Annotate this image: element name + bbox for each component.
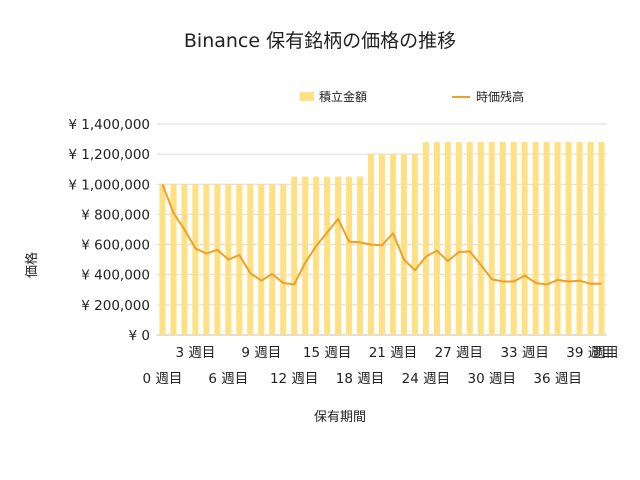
bar xyxy=(258,184,265,335)
bar xyxy=(433,142,440,335)
bar xyxy=(357,176,364,335)
y-tick-label: ¥ 200,000 xyxy=(81,298,150,314)
bar xyxy=(313,176,320,335)
bar xyxy=(576,142,583,335)
bar xyxy=(192,184,199,335)
bar xyxy=(499,142,506,335)
y-tick-label: ¥ 1,000,000 xyxy=(68,177,150,193)
bar xyxy=(346,176,353,335)
bar xyxy=(400,154,407,335)
bar xyxy=(170,184,177,335)
bar xyxy=(510,142,517,335)
bar xyxy=(159,184,166,335)
x-tick-label: 9 週目 xyxy=(241,345,281,361)
y-tick-label: ¥ 0 xyxy=(129,328,150,344)
bar xyxy=(422,142,429,335)
bar xyxy=(598,142,605,335)
bar xyxy=(455,142,462,335)
bar xyxy=(565,142,572,335)
x-axis-title: 保有期間 xyxy=(314,410,366,425)
legend-label-bar: 積立金額 xyxy=(319,89,367,104)
bar xyxy=(247,184,254,335)
legend-label-line: 時価残高 xyxy=(476,89,524,104)
y-axis-title: 価格 xyxy=(24,252,40,278)
x-axis-ticks: 3 週目 9 週目 15 週目 21 週目 27 週目 33 週目 39 週目 0 週目 6 週… xyxy=(143,345,619,387)
x-tick-label: 39 週目 xyxy=(566,345,614,361)
legend: 積立金額 時価残高 xyxy=(300,89,524,104)
y-tick-label: ¥ 600,000 xyxy=(81,238,150,254)
y-tick-label: ¥ 400,000 xyxy=(81,268,150,284)
bar xyxy=(181,184,188,335)
x-tick-label: 27 週目 xyxy=(435,345,483,361)
x-tick-label: 15 週目 xyxy=(303,345,351,361)
bar xyxy=(324,176,331,335)
y-tick-label: ¥ 1,200,000 xyxy=(68,147,150,163)
bar xyxy=(291,176,298,335)
bar xyxy=(214,184,221,335)
bar xyxy=(236,184,243,335)
y-tick-label: ¥ 1,400,000 xyxy=(68,117,150,133)
x-tick-label: 6 週目 xyxy=(208,371,248,387)
bar xyxy=(521,142,528,335)
bar xyxy=(466,142,473,335)
bar xyxy=(488,142,495,335)
chart-title: Binance 保有銘柄の価格の推移 xyxy=(184,30,456,52)
x-tick-label: 21 週目 xyxy=(369,345,417,361)
bar xyxy=(554,142,561,335)
bar xyxy=(411,154,418,335)
bar xyxy=(302,176,309,335)
bar xyxy=(389,154,396,335)
x-tick-label: 33 週目 xyxy=(500,345,548,361)
legend-swatch-bar xyxy=(300,92,314,101)
x-tick-label: 3 週目 xyxy=(175,345,215,361)
line-series xyxy=(161,183,602,286)
y-axis-ticks: ¥ 0 ¥ 200,000 ¥ 400,000 ¥ 600,000 ¥ 800,000 ¥… xyxy=(68,117,150,344)
x-tick-label: 週目 xyxy=(592,345,619,361)
x-tick-label: 30 週目 xyxy=(468,371,516,387)
x-tick-label: 18 週目 xyxy=(336,371,384,387)
bar xyxy=(280,184,287,335)
bar xyxy=(477,142,484,335)
series-line xyxy=(161,183,602,286)
bar xyxy=(203,184,210,335)
bar xyxy=(444,142,451,335)
bar xyxy=(543,142,550,335)
x-tick-label: 24 週目 xyxy=(402,371,450,387)
x-tick-label: 0 週目 xyxy=(143,371,183,387)
y-tick-label: ¥ 800,000 xyxy=(81,207,150,223)
bar xyxy=(587,142,594,335)
bar xyxy=(269,184,276,335)
bar xyxy=(532,142,539,335)
x-tick-label: 36 週目 xyxy=(533,371,581,387)
x-tick-label: 12 週目 xyxy=(270,371,318,387)
bar xyxy=(335,176,342,335)
bar-series xyxy=(159,142,605,335)
